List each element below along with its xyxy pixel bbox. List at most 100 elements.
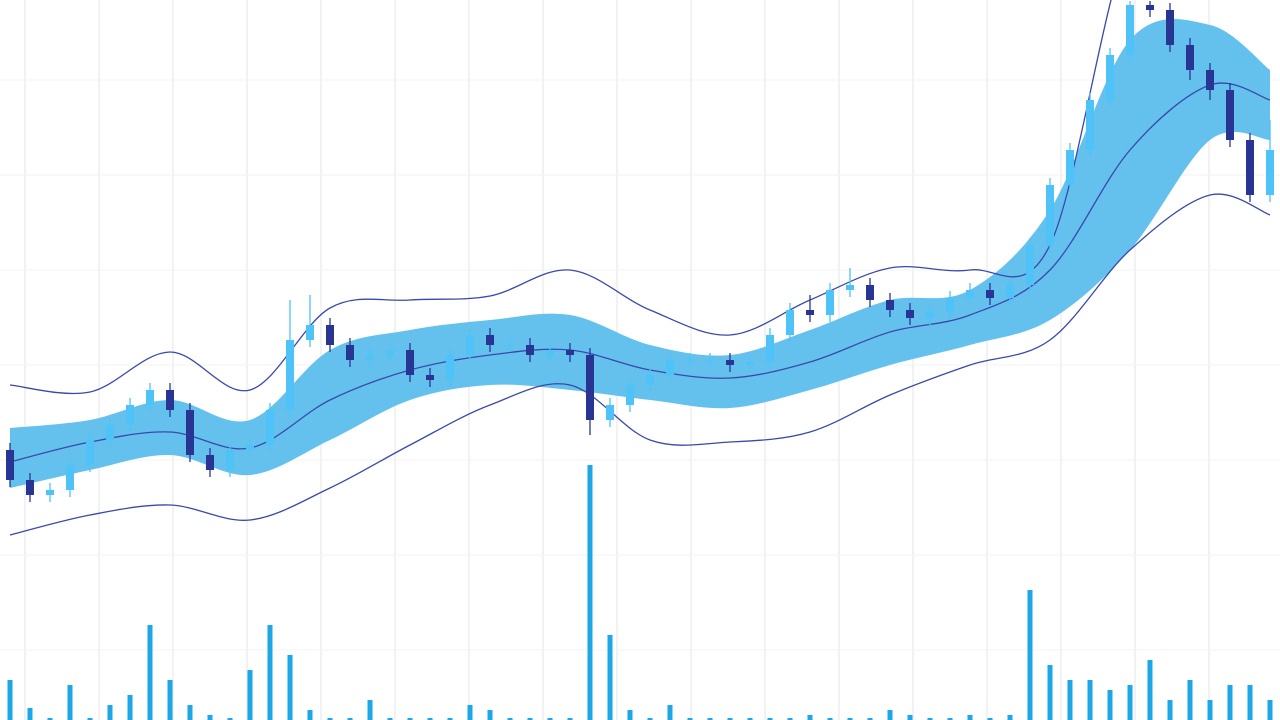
candle-body [666,360,674,375]
volume-bar [1067,680,1073,720]
candle-body [206,455,214,470]
candle-body [1206,70,1214,90]
volume-bar [807,715,813,720]
volume-bar [407,718,413,720]
volume-bar [447,718,453,720]
candle-body [786,310,794,335]
volume-bar [1107,690,1113,720]
candle-body [986,290,994,298]
candle-body [766,335,774,362]
candle-body [86,440,94,465]
candle-body [686,360,694,362]
candle-body [106,425,114,440]
candle-body [386,350,394,355]
volume-bar [247,670,253,720]
volume-bar [967,715,973,720]
volume-bar [687,718,693,720]
candle-body [926,312,934,318]
volume-bar [367,700,373,720]
volume-bar [1247,685,1253,720]
volume-bar [387,718,393,720]
outer-upper-line [9,0,1112,395]
candle-body [566,350,574,355]
candle-body [326,325,334,345]
candle-body [946,298,954,312]
candle-body [906,310,914,318]
candle-body [1226,90,1234,140]
candle-body [846,285,854,290]
volume-bar [867,718,873,720]
volume-bar [1087,680,1093,720]
candle-body [6,450,14,480]
volume-bar [207,715,213,720]
volume-bar [827,718,833,720]
candle-body [1006,285,1014,298]
volume-bar [47,718,53,720]
candle-body [1186,45,1194,70]
volume-bar [87,718,93,720]
candle-body [246,445,254,450]
volume-bar [67,685,73,720]
middle-line [9,82,1271,463]
candles [6,1,1274,502]
candle-body [446,355,454,380]
candle-body [966,290,974,298]
volume-bar [187,705,193,720]
volume-bar [547,718,553,720]
volume-bar [787,718,793,720]
volume-bar [287,655,293,720]
volume-bar [327,718,333,720]
candle-body [166,390,174,410]
candle-body [646,375,654,385]
candle-body [426,375,434,380]
volume-bar [567,718,573,720]
volume-bar [767,718,773,720]
candle-body [1246,140,1254,195]
volume-bar [667,705,673,720]
candle-body [546,350,554,355]
candle-body [746,362,754,365]
volume-bar [887,710,893,720]
volume-bar [1007,715,1013,720]
candle-body [1266,150,1274,195]
candle-body [366,355,374,360]
volume [7,465,1273,720]
volume-bar [227,718,233,720]
volume-bar [467,705,473,720]
volume-bar [1027,590,1033,720]
volume-bar [987,718,993,720]
band-area [10,19,1270,488]
candle-body [726,360,734,365]
candle-body [406,350,414,375]
candle-body [346,345,354,360]
candle-body [186,410,194,455]
candle-body [1066,150,1074,185]
volume-bar [167,680,173,720]
volume-bar [1207,700,1213,720]
volume-bar [907,715,913,720]
candle-body [286,340,294,410]
volume-bar [647,718,653,720]
candle-body [626,385,634,405]
volume-bar [947,718,953,720]
volume-bar [1187,680,1193,720]
volume-bar [427,718,433,720]
candle-body [1106,55,1114,100]
candle-body [226,450,234,470]
volume-bar [1167,700,1173,720]
volume-bar [267,625,273,720]
candle-body [46,490,54,495]
candle-body [66,465,74,490]
candle-body [1086,100,1094,150]
volume-bar [107,705,113,720]
candle-body [506,345,514,347]
candle-body [266,410,274,445]
volume-bar [1047,665,1053,720]
volume-bar [747,718,753,720]
volume-bar [1147,660,1153,720]
volume-bar [927,718,933,720]
volume-bar [607,635,613,720]
volume-bar [1127,685,1133,720]
